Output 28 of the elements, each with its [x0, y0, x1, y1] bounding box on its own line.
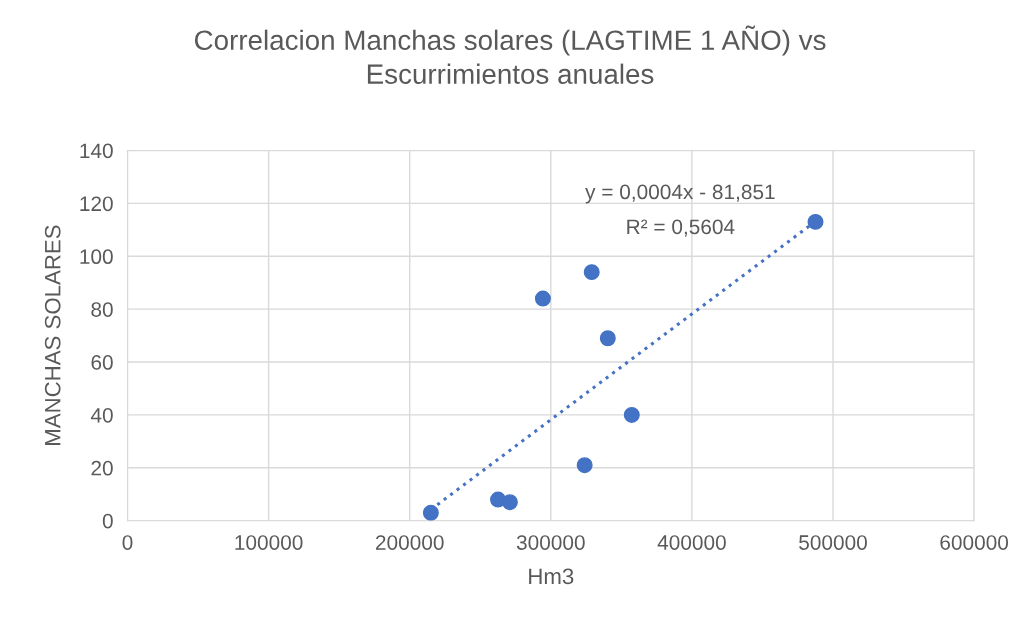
point	[599, 330, 616, 347]
x-tick-label: 200000	[375, 535, 444, 550]
x-axis-title: Hm3	[529, 568, 574, 585]
y-axis-title: MANCHAS SOLARES	[44, 225, 61, 445]
y-tick-label: 20	[91, 460, 113, 476]
point	[534, 290, 551, 307]
y-tick-label: 100	[80, 249, 113, 265]
x-tick-label: 600000	[940, 535, 1009, 550]
x-tick-label: 400000	[657, 535, 726, 550]
y-tick-label: 60	[91, 355, 113, 370]
annotation: y = 0,0004x - 81,851	[585, 184, 775, 204]
x-tick-label: 100000	[235, 535, 303, 550]
y-tick-label: 0	[102, 513, 113, 529]
annotation: R² = 0,5604	[627, 219, 735, 237]
point	[422, 504, 439, 521]
point	[501, 494, 518, 511]
point	[576, 457, 593, 474]
y-tick-label: 40	[90, 407, 113, 423]
x-tick-label: 500000	[799, 535, 867, 550]
chart-title: Correlacion Manchas solares (LAGTIME 1 AÑO) vs Escurrimientos anuales	[194, 25, 826, 84]
y-tick-label: 120	[80, 196, 113, 212]
point	[807, 213, 824, 230]
y-tick-label: 140	[80, 143, 113, 159]
point	[583, 264, 600, 281]
x-tick-label: 300000	[516, 535, 585, 550]
x-tick-label: 0	[122, 535, 133, 550]
y-tick-label: 80	[91, 302, 113, 317]
point	[623, 406, 640, 423]
